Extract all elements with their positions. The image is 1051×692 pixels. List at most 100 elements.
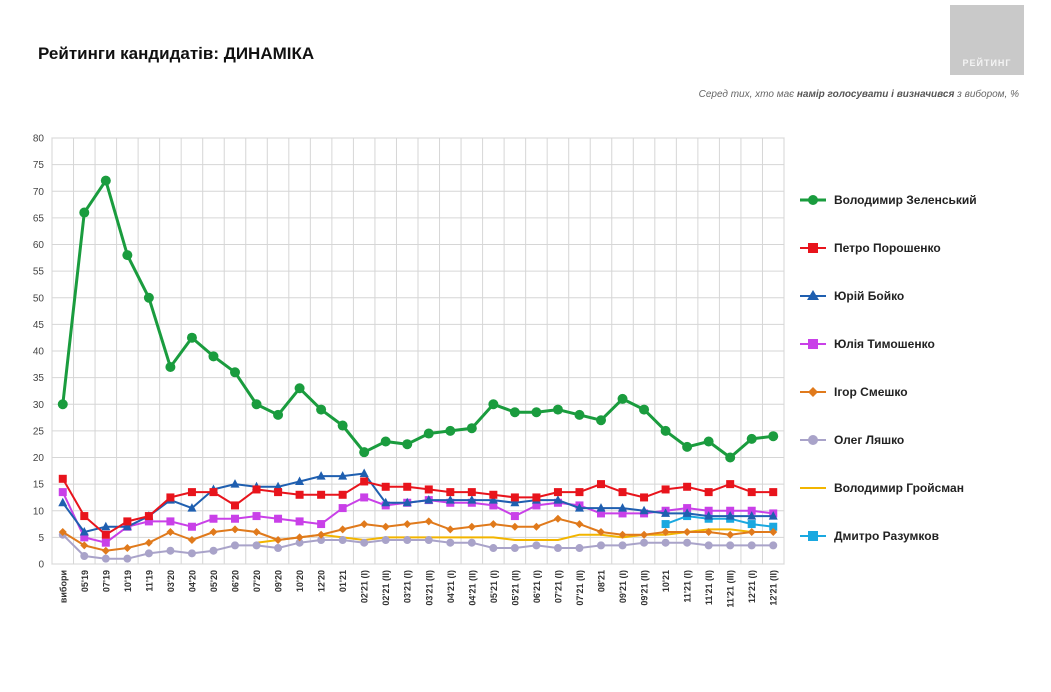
data-point	[769, 522, 778, 531]
data-point	[509, 407, 520, 418]
x-tick-label: вибори	[58, 570, 68, 603]
data-point	[359, 468, 369, 477]
series-line	[61, 517, 775, 552]
data-point	[317, 490, 326, 499]
data-point	[618, 509, 627, 518]
x-tick-label: 06'21 (I)	[532, 570, 542, 603]
data-point	[338, 471, 348, 480]
data-point	[295, 533, 304, 542]
data-point	[144, 512, 153, 521]
data-point	[402, 497, 412, 507]
y-tick-label: 75	[33, 160, 45, 171]
legend-swatch	[800, 387, 826, 397]
data-point	[467, 495, 477, 504]
data-point	[143, 292, 154, 303]
legend-marker	[808, 195, 818, 205]
data-point	[746, 433, 757, 444]
data-point	[338, 525, 347, 534]
data-point	[166, 517, 175, 526]
x-tick-label: 10'19	[123, 570, 133, 592]
data-point	[747, 541, 756, 550]
data-point	[510, 544, 519, 553]
data-point	[489, 490, 498, 499]
x-tick-label: 07'21 (I)	[553, 570, 563, 603]
data-point	[231, 541, 239, 550]
legend-item: Олег Ляшко	[798, 416, 977, 464]
x-tick-label: 10'21	[661, 570, 671, 592]
data-point	[58, 488, 67, 497]
data-point	[553, 495, 563, 504]
x-tick-label: 09'21 (II)	[640, 570, 650, 606]
legend-marker	[808, 531, 818, 541]
subtitle-text-start: Серед тих, хто має	[698, 89, 797, 100]
data-point	[661, 528, 670, 537]
data-point	[403, 520, 412, 529]
data-point	[316, 404, 327, 415]
data-point	[747, 528, 756, 537]
data-point	[769, 528, 778, 537]
data-point	[768, 511, 778, 520]
legend-item: Ігор Смешко	[798, 368, 977, 416]
legend-marker	[807, 290, 819, 300]
data-point	[661, 520, 670, 529]
data-point	[467, 488, 476, 497]
data-point	[682, 441, 693, 452]
data-point	[79, 207, 90, 218]
legend-swatch	[800, 435, 826, 445]
legend-swatch	[800, 195, 826, 205]
data-point	[295, 476, 305, 485]
data-point	[725, 511, 735, 520]
data-point	[187, 536, 196, 545]
x-tick-label: 05'20	[209, 570, 219, 592]
data-point	[338, 536, 347, 545]
data-point	[489, 501, 498, 510]
series-line	[61, 179, 775, 459]
data-point	[683, 528, 692, 537]
data-point	[532, 493, 541, 502]
data-point	[187, 522, 196, 531]
y-tick-label: 40	[33, 347, 45, 358]
data-point	[747, 511, 757, 520]
data-point	[574, 409, 585, 420]
data-point	[101, 554, 110, 563]
y-tick-label: 20	[33, 453, 45, 464]
data-point	[575, 520, 584, 529]
data-point	[446, 488, 455, 497]
legend-item: Петро Порошенко	[798, 224, 977, 272]
x-tick-label: 11'19	[144, 570, 154, 592]
series-line	[61, 533, 775, 560]
data-point	[166, 493, 175, 502]
x-tick-label: 12'21 (II)	[769, 570, 779, 606]
data-point	[231, 514, 239, 523]
y-tick-label: 70	[33, 187, 45, 198]
data-point	[381, 522, 390, 531]
data-point	[660, 425, 671, 436]
data-point	[597, 509, 605, 518]
data-point	[165, 361, 176, 372]
data-point	[317, 530, 326, 539]
data-point	[144, 538, 153, 547]
data-point	[80, 533, 89, 542]
data-point	[252, 512, 261, 521]
series-line	[61, 477, 775, 536]
data-point	[122, 250, 133, 261]
data-point	[467, 522, 476, 531]
data-point	[274, 488, 283, 497]
data-point	[57, 399, 68, 410]
data-point	[553, 544, 562, 553]
data-point	[704, 528, 713, 537]
series-line	[61, 472, 775, 533]
x-tick-label: 10'20	[295, 570, 305, 592]
data-point	[617, 393, 628, 404]
data-point	[618, 541, 627, 550]
data-point	[726, 480, 735, 489]
data-point	[58, 528, 67, 537]
x-tick-label: 05'21 (I)	[489, 570, 499, 603]
x-tick-label: 11'21 (I)	[683, 570, 693, 603]
data-point	[466, 423, 477, 434]
x-tick-label: 11'21 (II)	[704, 570, 714, 605]
chart-subtitle: Серед тих, хто має намір голосувати і ви…	[699, 89, 1019, 100]
data-point	[596, 503, 606, 512]
legend-label: Володимир Зеленський	[834, 193, 977, 207]
